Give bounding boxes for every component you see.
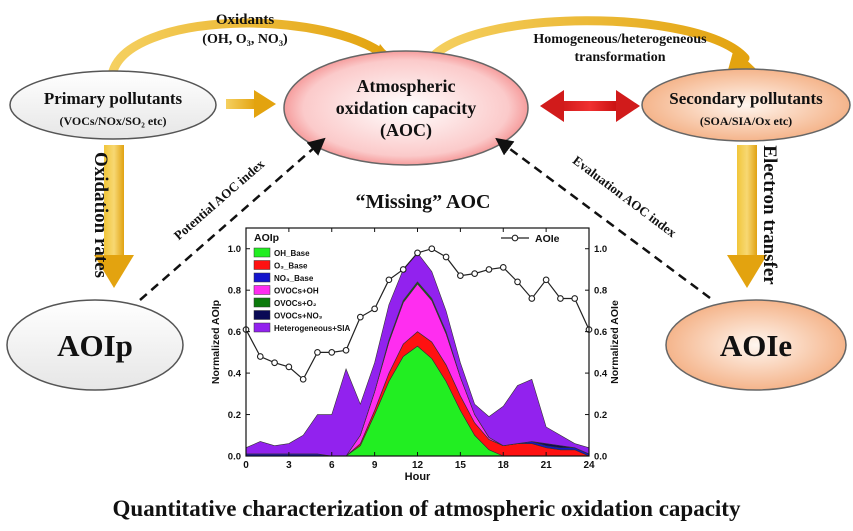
aoie-node: AOIe xyxy=(665,299,847,391)
legend-swatch xyxy=(253,272,271,283)
x-tick-label: 0 xyxy=(243,460,249,471)
diurnal-aoi-chart: 0 3 6 9 12 15 18 21 240.00.20.40.60.81.00.00.20.… xyxy=(210,227,621,483)
legend-label: NO₃_Base xyxy=(274,274,314,283)
primary-to-aoc-arrow xyxy=(226,90,276,118)
y-tick-label: 0.6 xyxy=(228,327,241,338)
missing-aoc-title: “Missing” AOC xyxy=(355,191,490,213)
x-axis-label: Hour xyxy=(405,471,431,483)
aoc-line2: oxidation capacity xyxy=(336,98,477,118)
aoip-label: AOIp xyxy=(57,328,133,363)
aoc-line1: Atmospheric xyxy=(357,76,456,96)
y-axis-label-right: Normalized AOIe xyxy=(609,300,621,384)
y-tick-label-right: 0.0 xyxy=(594,452,607,463)
legend-label: OVOCs+OH xyxy=(274,287,319,296)
y-tick-label-right: 0.8 xyxy=(594,286,607,297)
x-tick-label: 12 xyxy=(412,460,424,471)
potential-index-dashed-arrow xyxy=(139,137,326,301)
secondary-pollutants-node: Secondary pollutants (SOA/SIA/Ox etc) xyxy=(641,68,851,142)
legend-swatch xyxy=(253,260,271,270)
y-tick-label: 0.8 xyxy=(228,286,241,297)
aoie-point xyxy=(542,276,550,284)
aoie-point xyxy=(399,266,407,273)
aoie-point xyxy=(571,295,579,302)
aoie-point xyxy=(485,266,493,273)
legend-swatch xyxy=(253,310,271,320)
aoc-node: Atmospheric oxidation capacity (AOC) xyxy=(283,50,529,166)
y-tick-label: 0.0 xyxy=(228,452,241,463)
aoie-point xyxy=(499,264,507,271)
aoie-point xyxy=(314,349,321,356)
aoie-point xyxy=(442,253,450,261)
legend-line-label: AOIe xyxy=(535,233,560,245)
aoie-point xyxy=(457,272,464,280)
aoie-point xyxy=(342,346,350,354)
primary-pollutants-node: Primary pollutants (VOCs/NOx/SO₂ etc) xyxy=(9,70,217,140)
aoie-point xyxy=(514,278,521,286)
legend-swatch xyxy=(253,247,271,258)
aoie-point xyxy=(385,276,393,284)
electron-transfer-arrow xyxy=(727,145,767,288)
legend-label: O₃_Base xyxy=(274,262,308,271)
aoie-point xyxy=(328,349,336,356)
x-tick-label: 18 xyxy=(498,460,510,471)
legend-label: OVOCs+O₂ xyxy=(274,299,317,308)
x-tick-label: 9 xyxy=(372,460,378,471)
legend-swatch xyxy=(253,297,271,308)
primary-pollutants-title: Primary pollutants xyxy=(44,89,183,108)
aoie-point xyxy=(371,305,378,313)
y-tick-label-right: 0.4 xyxy=(594,369,608,380)
aoie-point xyxy=(256,353,264,360)
secondary-pollutants-subtitle: (SOA/SIA/Ox etc) xyxy=(700,114,792,128)
legend-label: Heterogeneous+SIA xyxy=(274,324,350,333)
aoie-label: AOIe xyxy=(720,328,792,363)
transformation-label-line1: Homogeneous/heterogeneous xyxy=(533,32,707,47)
transformation-curved-arrow xyxy=(425,16,757,70)
y-tick-label: 1.0 xyxy=(228,244,241,255)
oxidants-label: Oxidants xyxy=(216,12,275,28)
aoie-point xyxy=(299,375,307,383)
x-tick-label: 6 xyxy=(329,460,335,471)
aoie-point xyxy=(356,313,364,321)
figure-caption: Quantitative characterization of atmosph… xyxy=(112,496,741,521)
y-tick-label: 0.4 xyxy=(228,369,242,380)
x-tick-label: 24 xyxy=(583,460,595,471)
evaluation-index-label: Evaluation AOC index xyxy=(570,153,680,241)
legend-label: OVOCs+NO₃ xyxy=(274,312,323,321)
aoc-line3: (AOC) xyxy=(380,120,432,141)
aoie-point xyxy=(557,295,564,302)
aoie-point xyxy=(285,363,293,371)
legend-swatch xyxy=(253,285,271,295)
aoie-point xyxy=(414,249,421,257)
transformation-label-line2: transformation xyxy=(575,50,666,65)
legend-label: OH_Base xyxy=(274,249,310,258)
legend-title: AOIp xyxy=(254,232,279,244)
x-tick-label: 3 xyxy=(286,460,292,471)
aoie-point xyxy=(428,245,436,253)
aoc-secondary-double-arrow xyxy=(540,90,640,122)
electron-transfer-label: Electron transfer xyxy=(759,145,780,285)
secondary-pollutants-title: Secondary pollutants xyxy=(669,89,823,108)
legend-swatch xyxy=(253,322,271,333)
oxidation-rates-label: Oxidation rates xyxy=(90,152,111,278)
oxidants-species-label: (OH, O₃, NO₃) xyxy=(202,32,288,47)
aoie-point xyxy=(471,270,479,277)
x-tick-label: 21 xyxy=(541,460,553,471)
y-tick-label-right: 0.6 xyxy=(594,327,607,338)
y-tick-label-right: 1.0 xyxy=(594,244,607,255)
legend-line-marker xyxy=(511,234,519,242)
y-tick-label-right: 0.2 xyxy=(594,410,607,421)
aoie-point xyxy=(271,359,278,367)
oxidation-rates-arrow xyxy=(94,145,134,288)
aoie-point xyxy=(528,295,536,302)
y-axis-label: Normalized AOIp xyxy=(210,300,222,384)
aoip-node: AOIp xyxy=(6,299,184,391)
primary-pollutants-subtitle: (VOCs/NOx/SO₂ etc) xyxy=(59,114,166,128)
x-tick-label: 15 xyxy=(455,460,467,471)
y-tick-label: 0.2 xyxy=(228,410,241,421)
